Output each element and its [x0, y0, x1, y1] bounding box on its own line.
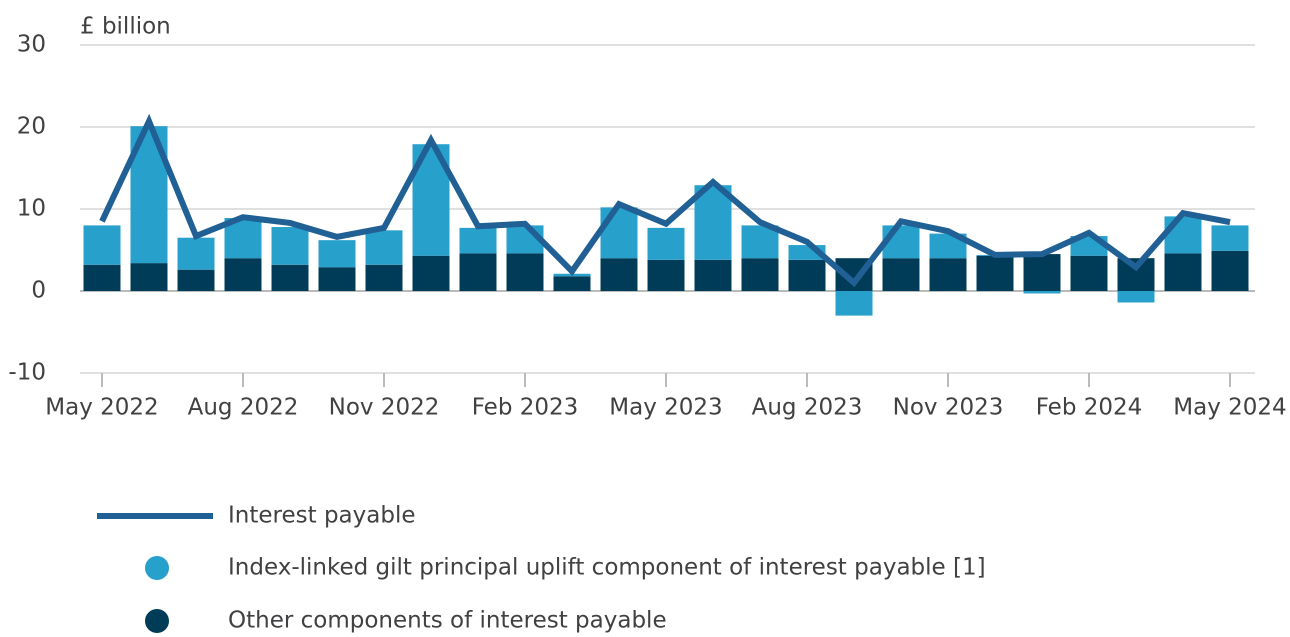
bar [83, 225, 121, 265]
bar [600, 207, 638, 259]
y-tick-label: 20 [17, 114, 46, 140]
bar [600, 258, 638, 291]
bar [318, 267, 356, 291]
y-tick-label: 10 [17, 196, 46, 222]
bar [412, 255, 450, 291]
y-tick-label: 0 [31, 278, 46, 304]
y-axis-label: £ billion [80, 14, 171, 40]
bar [506, 253, 544, 291]
bar [694, 185, 732, 260]
bar [83, 264, 121, 291]
bar [1164, 253, 1202, 291]
legend-label: Index-linked gilt principal uplift compo… [228, 555, 986, 581]
bar [976, 255, 1014, 291]
x-tick-label: Feb 2023 [472, 395, 579, 421]
bar [365, 230, 403, 265]
x-tick-label: May 2023 [609, 395, 722, 421]
bar [459, 253, 497, 291]
bar [177, 237, 215, 270]
bar [459, 227, 497, 254]
bar [835, 291, 873, 316]
bar [271, 264, 309, 291]
bar [741, 258, 779, 291]
bar [1070, 255, 1108, 291]
legend-label: Interest payable [228, 503, 415, 529]
bar [365, 264, 403, 291]
bar [1164, 216, 1202, 254]
bar [1023, 291, 1061, 294]
bar [647, 259, 685, 291]
bar [130, 263, 168, 291]
x-tick-label: Aug 2023 [752, 395, 863, 421]
bar [1117, 291, 1155, 303]
x-tick-label: Feb 2024 [1036, 395, 1143, 421]
x-tick-label: Nov 2023 [893, 395, 1004, 421]
bar [553, 276, 591, 291]
bar [318, 240, 356, 268]
bar [224, 258, 262, 291]
y-tick-label: 30 [17, 32, 46, 58]
bar [647, 227, 685, 260]
line [99, 113, 1231, 288]
x-tick-label: May 2022 [45, 395, 158, 421]
bar [741, 225, 779, 259]
bar [271, 227, 309, 265]
bar [882, 258, 920, 291]
x-tick-label: Nov 2022 [329, 395, 440, 421]
y-tick-label: -10 [8, 360, 46, 386]
bar [1211, 250, 1249, 291]
bar [177, 269, 215, 291]
legend-label: Other components of interest payable [228, 608, 667, 634]
legend-swatch [145, 556, 169, 580]
legend-swatch [145, 609, 169, 633]
bar [1211, 225, 1249, 251]
bar [929, 258, 967, 291]
bar [694, 259, 732, 291]
x-tick-label: May 2024 [1173, 395, 1286, 421]
x-tick-label: Aug 2022 [188, 395, 299, 421]
bar [788, 259, 826, 291]
bar [1023, 254, 1061, 291]
